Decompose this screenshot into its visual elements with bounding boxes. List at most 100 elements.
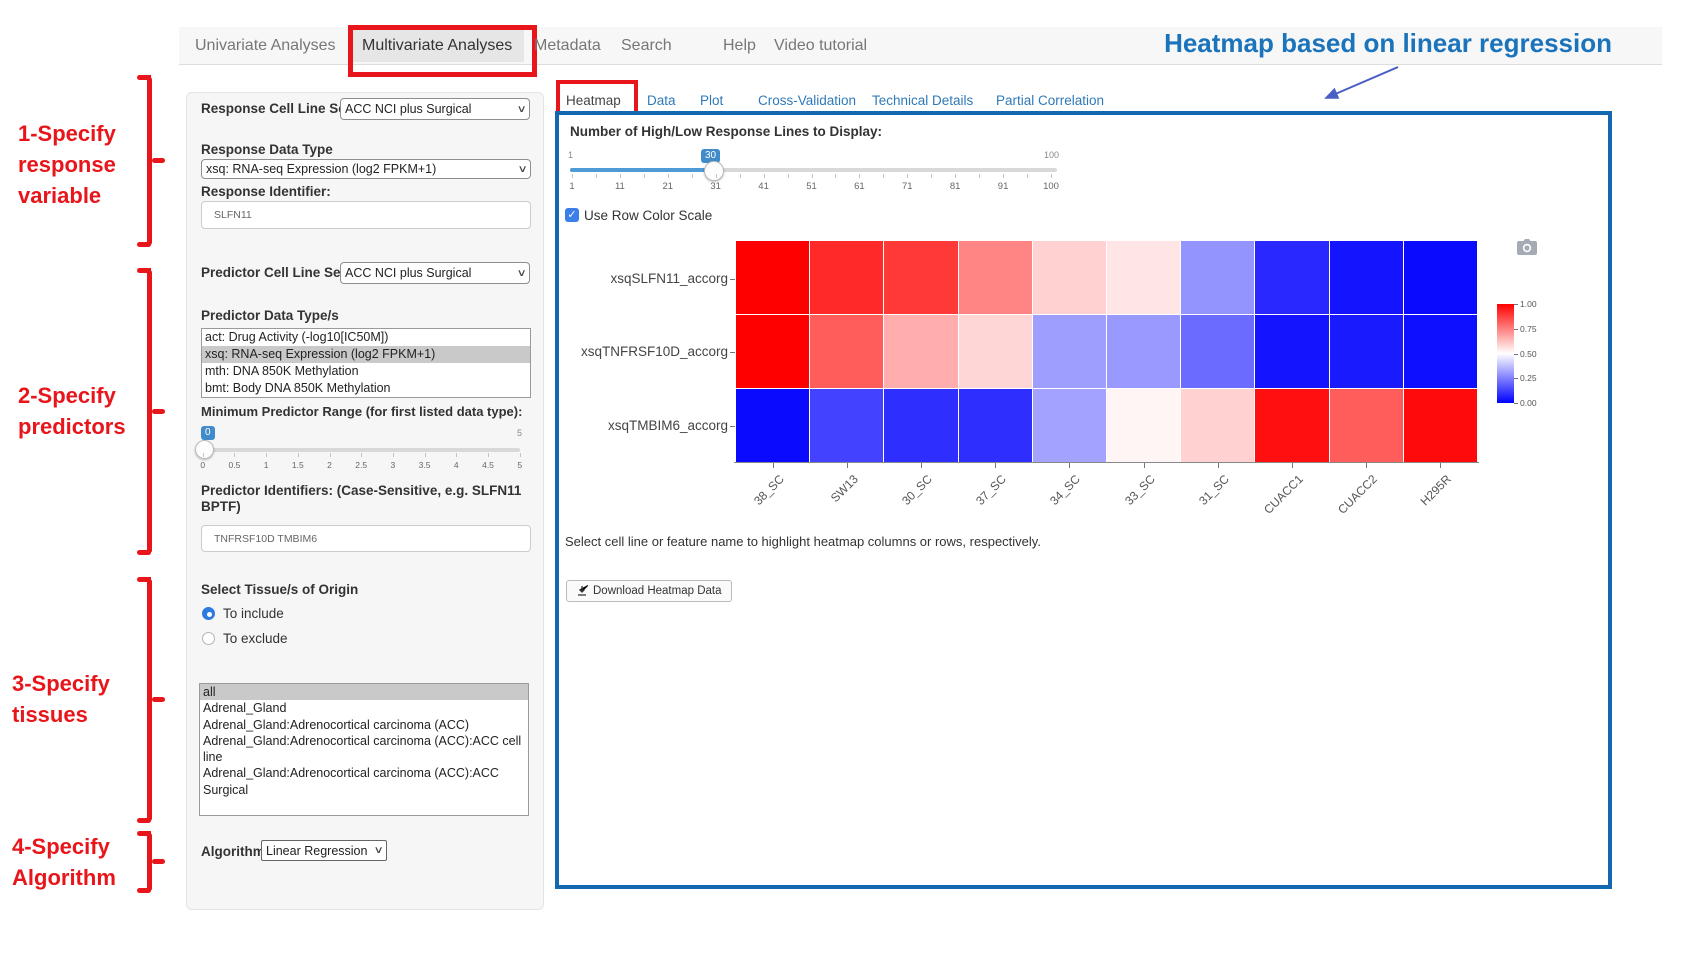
- heatmap-cell-xsqTMBIM6_accorg-CUACC1[interactable]: [1255, 389, 1329, 462]
- colorbar-tick: [1514, 378, 1518, 380]
- slider-tick-label: 11: [614, 181, 625, 192]
- tab-data[interactable]: Data: [647, 93, 676, 108]
- nav-item-metadata[interactable]: Metadata: [534, 37, 601, 54]
- heatmap-cell-xsqTNFRSF10D_accorg-CUACC1[interactable]: [1255, 315, 1329, 388]
- response-identifier-label: Response Identifier:: [201, 184, 331, 199]
- response-data-type-label: Response Data Type: [201, 142, 333, 157]
- heatmap-cell-xsqTMBIM6_accorg-SW13[interactable]: [810, 389, 884, 462]
- heatmap-cell-xsqSLFN11_accorg-H295R[interactable]: [1403, 241, 1477, 314]
- response-cell-line-set-value: ACC NCI plus Surgical: [345, 102, 472, 116]
- response-lines-slider-track[interactable]: [570, 168, 1057, 172]
- heatmap-cell-xsqSLFN11_accorg-CUACC2[interactable]: [1329, 241, 1403, 314]
- heatmap-cell-xsqSLFN11_accorg-30_SC[interactable]: [884, 241, 958, 314]
- heatmap-cell-xsqTNFRSF10D_accorg-33_SC[interactable]: [1106, 315, 1181, 388]
- heatmap-cell-xsqTNFRSF10D_accorg-30_SC[interactable]: [884, 315, 958, 388]
- tab-plot[interactable]: Plot: [700, 93, 724, 108]
- colorbar-tick-label: 0.75: [1520, 323, 1537, 334]
- heatmap-cell-xsqTNFRSF10D_accorg-31_SC[interactable]: [1181, 315, 1255, 388]
- heatmap-cell-xsqSLFN11_accorg-37_SC[interactable]: [958, 241, 1032, 314]
- tissue-radio-label: To include: [223, 606, 284, 621]
- heatmap-cell-xsqTMBIM6_accorg-30_SC[interactable]: [884, 389, 958, 462]
- nav-item-video-tutorial[interactable]: Video tutorial: [774, 37, 868, 54]
- step-brace-3: [137, 577, 167, 823]
- response-data-type-select[interactable]: xsq: RNA-seq Expression (log2 FPKM+1) ∨: [201, 159, 531, 179]
- min-predictor-range-handle[interactable]: [195, 440, 214, 459]
- heatmap-row-tick: [730, 352, 735, 353]
- heatmap-cell-xsqTMBIM6_accorg-H295R[interactable]: [1403, 389, 1477, 462]
- min-predictor-range-track[interactable]: [203, 448, 520, 452]
- tissue-listbox[interactable]: all Adrenal_Gland Adrenal_Gland:Adrenocort…: [199, 683, 529, 816]
- tissue-option[interactable]: Adrenal_Gland:Adrenocortical carcinoma (…: [203, 717, 470, 732]
- download-heatmap-data-button[interactable]: Download Heatmap Data: [566, 580, 732, 602]
- heatmap-col-tick: [1439, 463, 1441, 468]
- nav-item-multivariate-analyses[interactable]: Multivariate Analyses: [362, 37, 513, 54]
- tissue-option[interactable]: Adrenal_Gland: [203, 701, 287, 716]
- row-color-scale-checkbox[interactable]: ✓: [565, 208, 579, 222]
- nav-item-univariate-analyses[interactable]: Univariate Analyses: [195, 37, 336, 54]
- nav-item-help[interactable]: Help: [723, 37, 756, 54]
- heatmap-row-label[interactable]: xsqTMBIM6_accorg: [607, 418, 728, 433]
- predictor-data-type-option[interactable]: xsq: RNA-seq Expression (log2 FPKM+1): [202, 346, 530, 363]
- heatmap-colorbar: [1497, 304, 1514, 403]
- heatmap-cell-xsqTNFRSF10D_accorg-H295R[interactable]: [1403, 315, 1477, 388]
- heatmap-col-label[interactable]: SW13: [827, 472, 861, 506]
- brace-stroke: [152, 158, 165, 163]
- tab-partial-correlation[interactable]: Partial Correlation: [996, 93, 1105, 108]
- algorithm-select[interactable]: Linear Regression ∨: [261, 840, 387, 861]
- heatmap-grid[interactable]: [736, 241, 1477, 462]
- slider-min-label: 1: [568, 150, 574, 160]
- predictor-data-type-option[interactable]: act: Drug Activity (-log10[IC50M]): [205, 330, 389, 344]
- response-identifier-input[interactable]: SLFN11: [201, 201, 531, 229]
- heatmap-col-label[interactable]: H295R: [1417, 472, 1454, 509]
- heatmap-col-label[interactable]: 34_SC: [1047, 472, 1084, 508]
- heatmap-cell-xsqTNFRSF10D_accorg-CUACC2[interactable]: [1329, 315, 1403, 388]
- heatmap-cell-xsqSLFN11_accorg-SW13[interactable]: [810, 241, 884, 314]
- tissue-radio-to-exclude[interactable]: [202, 632, 215, 645]
- heatmap-col-label[interactable]: CUACC1: [1260, 472, 1306, 517]
- heatmap-col-label[interactable]: 38_SC: [751, 472, 787, 508]
- heatmap-cell-xsqTNFRSF10D_accorg-37_SC[interactable]: [958, 315, 1032, 388]
- heatmap-col-label[interactable]: 37_SC: [973, 472, 1010, 508]
- heatmap-cell-xsqTNFRSF10D_accorg-38_SC[interactable]: [736, 315, 810, 388]
- predictor-cell-line-set-select[interactable]: ACC NCI plus Surgical ∨: [340, 262, 530, 284]
- predictor-data-type-option[interactable]: mth: DNA 850K Methylation: [205, 364, 359, 378]
- heatmap-col-label[interactable]: 31_SC: [1195, 472, 1232, 508]
- response-lines-slider-handle[interactable]: [704, 161, 724, 181]
- heatmap-row-label[interactable]: xsqTNFRSF10D_accorg: [580, 344, 728, 359]
- tab-technical-details[interactable]: Technical Details: [872, 93, 974, 108]
- heatmap-cell-xsqTMBIM6_accorg-38_SC[interactable]: [736, 389, 810, 462]
- heatmap-cell-xsqSLFN11_accorg-38_SC[interactable]: [736, 241, 810, 314]
- heatmap-cell-xsqTMBIM6_accorg-31_SC[interactable]: [1181, 389, 1255, 462]
- camera-icon[interactable]: [1517, 239, 1537, 255]
- heatmap-cell-xsqTMBIM6_accorg-37_SC[interactable]: [958, 389, 1032, 462]
- heatmap-cell-xsqSLFN11_accorg-34_SC[interactable]: [1032, 241, 1106, 314]
- heatmap-row-label[interactable]: xsqSLFN11_accorg: [610, 271, 728, 286]
- tissue-option[interactable]: all: [200, 684, 528, 701]
- heatmap-cell-xsqSLFN11_accorg-31_SC[interactable]: [1181, 241, 1255, 314]
- tab-cross-validation[interactable]: Cross-Validation: [758, 93, 857, 108]
- predictor-identifiers-input[interactable]: TNFRSF10D TMBIM6: [201, 525, 531, 552]
- response-cell-line-set-select[interactable]: ACC NCI plus Surgical ∨: [340, 98, 530, 120]
- predictor-data-type-option[interactable]: bmt: Body DNA 850K Methylation: [205, 381, 391, 395]
- heatmap-col-label[interactable]: CUACC2: [1334, 472, 1380, 517]
- heatmap-hint-text: Select cell line or feature name to high…: [565, 534, 1041, 549]
- heatmap-col-tick: [1069, 463, 1071, 468]
- nav-item-search[interactable]: Search: [621, 37, 672, 54]
- tab-heatmap[interactable]: Heatmap: [566, 93, 621, 108]
- heatmap-col-label[interactable]: 33_SC: [1121, 472, 1158, 508]
- heatmap-cell-xsqSLFN11_accorg-CUACC1[interactable]: [1255, 241, 1329, 314]
- heatmap-cell-xsqSLFN11_accorg-33_SC[interactable]: [1106, 241, 1181, 314]
- slider-tick: [572, 174, 573, 178]
- tissue-option[interactable]: Adrenal_Gland:Adrenocortical carcinoma (…: [203, 733, 522, 765]
- slider-tick-label: 81: [949, 181, 961, 192]
- heatmap-cell-xsqTMBIM6_accorg-33_SC[interactable]: [1106, 389, 1181, 462]
- heatmap-col-label[interactable]: 30_SC: [899, 472, 936, 508]
- tissue-radio-to-include[interactable]: [202, 607, 215, 620]
- tissue-option[interactable]: Adrenal_Gland:Adrenocortical carcinoma (…: [203, 766, 499, 797]
- mini-slider-tick-label: 4: [453, 460, 459, 470]
- predictor-data-types-listbox[interactable]: act: Drug Activity (-log10[IC50M]) xsq: R…: [201, 328, 531, 398]
- heatmap-cell-xsqTNFRSF10D_accorg-34_SC[interactable]: [1032, 315, 1106, 388]
- heatmap-cell-xsqTNFRSF10D_accorg-SW13[interactable]: [810, 315, 884, 388]
- heatmap-cell-xsqTMBIM6_accorg-CUACC2[interactable]: [1329, 389, 1403, 462]
- heatmap-cell-xsqTMBIM6_accorg-34_SC[interactable]: [1032, 389, 1106, 462]
